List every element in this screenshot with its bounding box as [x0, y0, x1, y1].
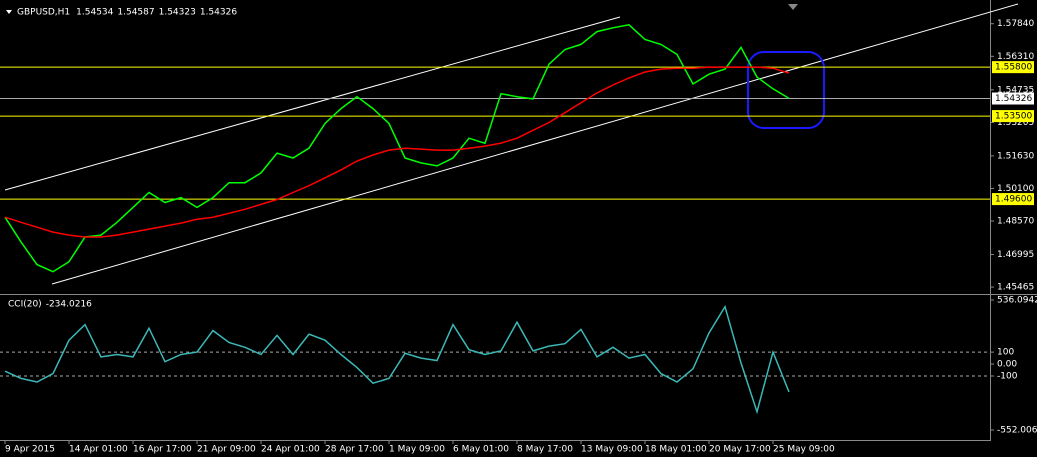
shift-marker	[788, 4, 798, 10]
y-tick-label: 1.48570	[997, 217, 1034, 227]
channel-line	[51, 3, 1019, 285]
series-line	[4, 304, 790, 415]
y-tick-label: -100	[997, 371, 1018, 381]
ohlc-value: 1.54534	[76, 8, 113, 18]
y-tick-label: 1.45465	[997, 283, 1034, 293]
x-tick-label: 16 Apr 17:00	[133, 445, 192, 455]
series-line	[4, 66, 790, 238]
x-tick-label: 13 May 09:00	[581, 445, 643, 455]
y-tick-label: 100	[997, 348, 1014, 358]
highlight-box	[747, 51, 825, 129]
x-tick-label: 21 Apr 09:00	[197, 445, 256, 455]
level-label: 1.49600	[995, 195, 1032, 205]
x-tick-label: 20 May 17:00	[709, 445, 771, 455]
x-tick-label: 28 Apr 17:00	[325, 445, 384, 455]
current-price-label: 1.54326	[995, 94, 1032, 104]
x-tick-label: 9 Apr 2015	[5, 445, 55, 455]
ohlc-value: 1.54323	[159, 8, 196, 18]
y-tick-label: 1.51630	[997, 151, 1034, 161]
current-price-box	[992, 92, 1034, 105]
indicator-title: CCI(20)	[8, 300, 42, 310]
series-line	[4, 23, 790, 273]
indicator-value: -234.0216	[46, 300, 92, 310]
level-label: 1.55800	[995, 63, 1032, 73]
x-tick-label: 24 Apr 01:00	[261, 445, 320, 455]
y-tick-label: 1.56310	[997, 52, 1034, 62]
menu-arrow[interactable]	[6, 10, 12, 14]
y-tick-label: 0.00	[997, 360, 1017, 370]
ohlc-value: 1.54326	[200, 8, 237, 18]
symbol-title: GBPUSD,H1	[17, 8, 70, 18]
y-tick-label: 1.46995	[997, 250, 1034, 260]
x-tick-label: 25 May 09:00	[773, 445, 835, 455]
x-tick-label: 1 May 09:00	[389, 445, 445, 455]
channel-line	[4, 16, 621, 191]
x-tick-label: 6 May 01:00	[453, 445, 509, 455]
y-tick-label: 1.50100	[997, 184, 1034, 194]
level-label: 1.53500	[995, 112, 1032, 122]
ohlc-value: 1.54587	[117, 8, 154, 18]
level-label-box	[992, 110, 1034, 123]
x-tick-label: 8 May 17:00	[517, 445, 573, 455]
y-tick-label: 536.0942	[997, 296, 1037, 306]
y-tick-label: 1.57840	[997, 19, 1034, 29]
y-tick-label: -552.0064	[997, 426, 1037, 436]
y-tick-label: 1.53205	[997, 118, 1034, 128]
x-tick-label: 14 Apr 01:00	[69, 445, 128, 455]
level-label-box	[992, 61, 1034, 74]
level-label-box	[992, 193, 1034, 206]
x-tick-label: 18 May 01:00	[645, 445, 707, 455]
y-tick-label: 1.54735	[997, 85, 1034, 95]
